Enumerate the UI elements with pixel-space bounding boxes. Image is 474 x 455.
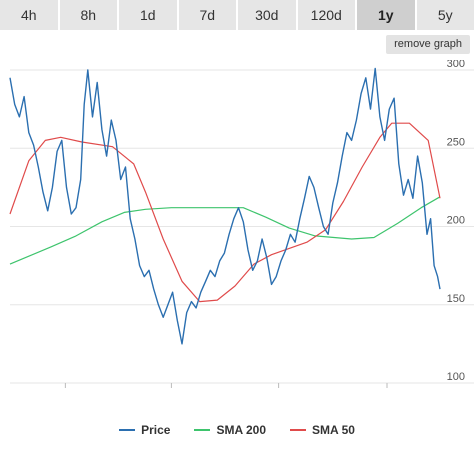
legend-item-price[interactable]: Price	[119, 423, 170, 437]
tab-30d[interactable]: 30d	[238, 0, 296, 30]
remove-graph-button[interactable]: remove graph	[386, 35, 470, 54]
tab-4h[interactable]: 4h	[0, 0, 58, 30]
y-tick-label: 200	[447, 215, 465, 227]
sma-50-line	[9, 122, 441, 303]
y-tick-label: 150	[447, 293, 465, 305]
timeframe-tabs: 4h 8h 1d 7d 30d 120d 1y 5y	[0, 0, 474, 30]
legend-label-price: Price	[141, 423, 171, 437]
y-tick-label: 100	[447, 371, 465, 383]
x-axis-ticks: Jan '25Apr '25Jul '25Oct '25	[64, 383, 388, 388]
legend-label-sma50: SMA 50	[312, 423, 355, 437]
series-lines	[9, 67, 441, 345]
tab-120d[interactable]: 120d	[297, 0, 355, 30]
legend: Price SMA 200 SMA 50	[0, 421, 474, 439]
sma-200-line	[9, 196, 441, 265]
tab-1y[interactable]: 1y	[357, 0, 415, 30]
legend-swatch-sma200	[194, 429, 211, 431]
y-tick-label: 250	[447, 136, 465, 148]
y-axis-ticks: 100 150 200 250 300	[447, 60, 465, 383]
price-line	[9, 67, 441, 345]
tab-8h[interactable]: 8h	[59, 0, 117, 30]
legend-item-sma50[interactable]: SMA 50	[290, 423, 355, 437]
legend-swatch-sma50	[290, 429, 307, 431]
y-tick-label: 300	[447, 60, 465, 70]
price-chart: 100 150 200 250 300 Jan '25Apr '25Jul '25Oct…	[9, 60, 474, 388]
grid	[10, 69, 474, 384]
tab-7d[interactable]: 7d	[178, 0, 236, 30]
legend-label-sma200: SMA 200	[216, 423, 267, 437]
legend-swatch-price	[119, 429, 136, 431]
legend-item-sma200[interactable]: SMA 200	[194, 423, 266, 437]
tab-1d[interactable]: 1d	[119, 0, 177, 30]
tab-5y[interactable]: 5y	[416, 0, 474, 30]
